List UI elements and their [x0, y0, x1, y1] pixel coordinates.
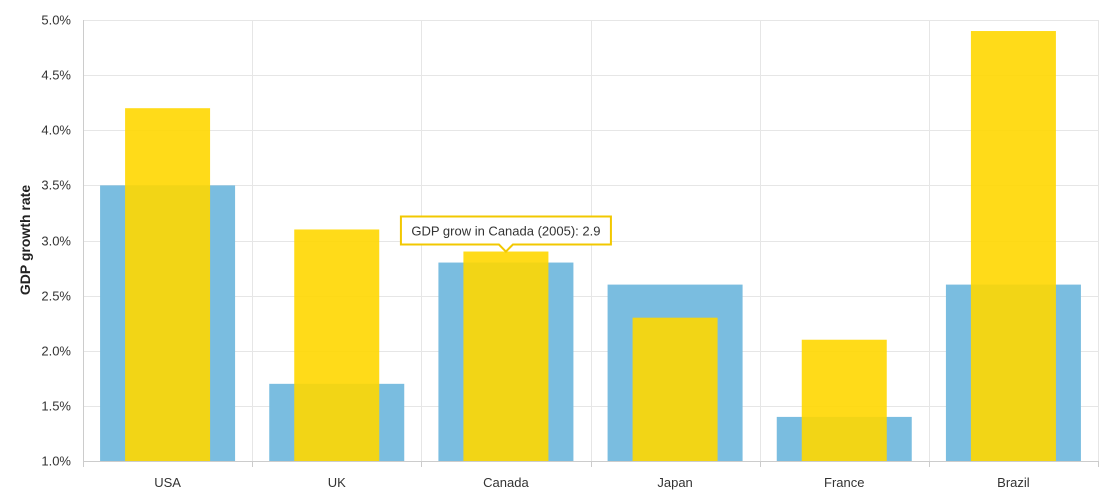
y-tick-label: 3.5%: [41, 178, 71, 193]
bar-series2-usa[interactable]: [125, 108, 211, 461]
bar-series2-uk[interactable]: [294, 229, 380, 461]
x-tick-label: USA: [154, 475, 181, 490]
y-tick-label: 4.5%: [41, 68, 71, 83]
y-tick-label: 4.0%: [41, 123, 71, 138]
bars: [100, 31, 1081, 462]
tooltip-text: GDP grow in Canada (2005): 2.9: [411, 224, 600, 239]
bar-series2-brazil[interactable]: [970, 31, 1056, 462]
x-tick-label: Canada: [483, 475, 529, 490]
y-tick-label: 5.0%: [41, 13, 71, 28]
y-tick-label: 1.0%: [41, 454, 71, 469]
x-tick-label: France: [824, 475, 864, 490]
bar-series2-france[interactable]: [801, 339, 887, 461]
x-tick-label: Japan: [657, 475, 692, 490]
y-tick-label: 2.0%: [41, 344, 71, 359]
x-tick-label: Brazil: [997, 475, 1030, 490]
tooltip-box: [399, 215, 612, 253]
y-tick-label: 1.5%: [41, 399, 71, 414]
x-tick-labels: USA UK Canada Japan France Brazil: [154, 475, 1030, 490]
bar-series2-canada[interactable]: [463, 251, 549, 461]
y-tick-labels: 1.0% 1.5% 2.0% 2.5% 3.0% 3.5% 4.0% 4.5% 5.0%: [41, 13, 71, 469]
x-tick-label: UK: [328, 475, 346, 490]
bar-series2-japan[interactable]: [632, 317, 718, 461]
axes: [83, 20, 1099, 467]
y-axis-title: GDP growth rate: [17, 185, 33, 295]
grid-lines: [83, 20, 1099, 461]
y-tick-label: 3.0%: [41, 234, 71, 249]
tooltip: GDP grow in Canada (2005): 2.9: [399, 215, 612, 253]
y-tick-label: 2.5%: [41, 289, 71, 304]
